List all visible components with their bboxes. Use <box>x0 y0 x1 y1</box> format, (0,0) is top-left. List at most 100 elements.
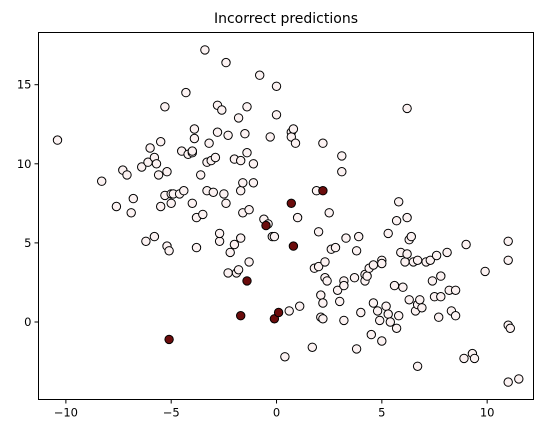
data-point <box>381 301 391 311</box>
points-layer <box>52 45 524 387</box>
data-point <box>375 315 385 326</box>
data-point <box>400 257 410 267</box>
data-point <box>219 189 229 199</box>
data-point <box>295 301 305 311</box>
data-point <box>141 236 151 247</box>
data-point <box>431 250 442 261</box>
data-point <box>372 306 383 316</box>
data-point <box>362 271 372 281</box>
data-point <box>318 314 328 324</box>
data-point <box>503 255 513 265</box>
data-point <box>261 220 271 231</box>
x-tick-label: 0 <box>273 406 280 420</box>
data-point <box>164 334 174 345</box>
data-point <box>436 292 446 302</box>
data-point <box>221 198 231 209</box>
data-point <box>233 113 244 123</box>
data-point <box>242 276 252 286</box>
data-point <box>236 233 246 243</box>
data-point <box>307 342 317 352</box>
data-point <box>316 290 326 300</box>
data-point <box>394 197 404 207</box>
data-point <box>126 208 136 218</box>
data-point <box>412 361 423 371</box>
plot-frame <box>38 32 534 400</box>
data-point <box>97 176 107 186</box>
data-point <box>179 186 189 196</box>
data-point <box>288 241 299 251</box>
data-point <box>385 317 395 327</box>
data-point <box>204 138 214 148</box>
data-point <box>236 186 246 196</box>
data-point <box>354 231 364 242</box>
data-point <box>236 155 246 166</box>
data-point <box>181 87 191 98</box>
data-point <box>240 129 250 139</box>
data-point <box>286 198 296 209</box>
data-point <box>214 236 225 247</box>
data-point <box>427 276 438 286</box>
data-point <box>322 276 332 286</box>
data-point <box>162 167 172 177</box>
data-point <box>503 377 513 387</box>
x-tick-label: 5 <box>378 406 385 420</box>
data-point <box>189 133 200 144</box>
data-point <box>198 209 208 220</box>
data-point <box>332 285 343 295</box>
data-point <box>196 170 206 180</box>
data-point <box>248 178 259 188</box>
data-point <box>191 242 202 253</box>
data-point <box>368 260 379 270</box>
data-point <box>339 280 349 291</box>
data-point <box>236 311 246 321</box>
data-point <box>313 227 324 237</box>
data-point <box>318 186 328 196</box>
data-point <box>273 307 284 318</box>
data-point <box>366 329 376 340</box>
data-point <box>52 135 63 145</box>
data-point <box>160 102 170 112</box>
data-point <box>415 295 425 305</box>
data-point <box>145 143 155 153</box>
data-point <box>402 103 412 114</box>
data-point <box>238 178 248 188</box>
data-point <box>406 231 416 242</box>
x-axis: −10 −5 0 5 10 <box>54 399 494 420</box>
data-point <box>391 323 402 333</box>
data-point <box>212 127 223 137</box>
data-point <box>280 352 290 362</box>
data-point <box>164 246 174 256</box>
data-point <box>271 110 282 120</box>
data-point <box>189 124 200 134</box>
data-point <box>223 268 233 278</box>
data-point <box>221 57 231 68</box>
data-point <box>149 231 160 242</box>
data-point <box>269 231 280 242</box>
data-point <box>337 167 347 177</box>
data-point <box>187 146 198 156</box>
data-point <box>402 212 412 223</box>
data-point <box>244 257 254 267</box>
data-point <box>398 282 408 292</box>
data-point <box>137 162 147 172</box>
data-point <box>122 170 132 180</box>
data-point <box>351 246 362 256</box>
data-point <box>402 249 412 259</box>
data-point <box>377 258 387 269</box>
data-point <box>368 298 379 308</box>
data-point <box>292 212 303 223</box>
data-point <box>271 81 282 92</box>
data-point <box>288 124 299 134</box>
data-point <box>290 138 301 148</box>
data-point <box>461 239 471 250</box>
data-point <box>318 138 328 148</box>
data-point <box>330 242 341 253</box>
data-point <box>417 303 427 313</box>
data-point <box>244 205 254 215</box>
data-point <box>459 353 469 364</box>
data-point <box>377 336 387 346</box>
data-point <box>233 265 244 275</box>
data-point <box>469 353 480 364</box>
data-point <box>187 198 198 209</box>
